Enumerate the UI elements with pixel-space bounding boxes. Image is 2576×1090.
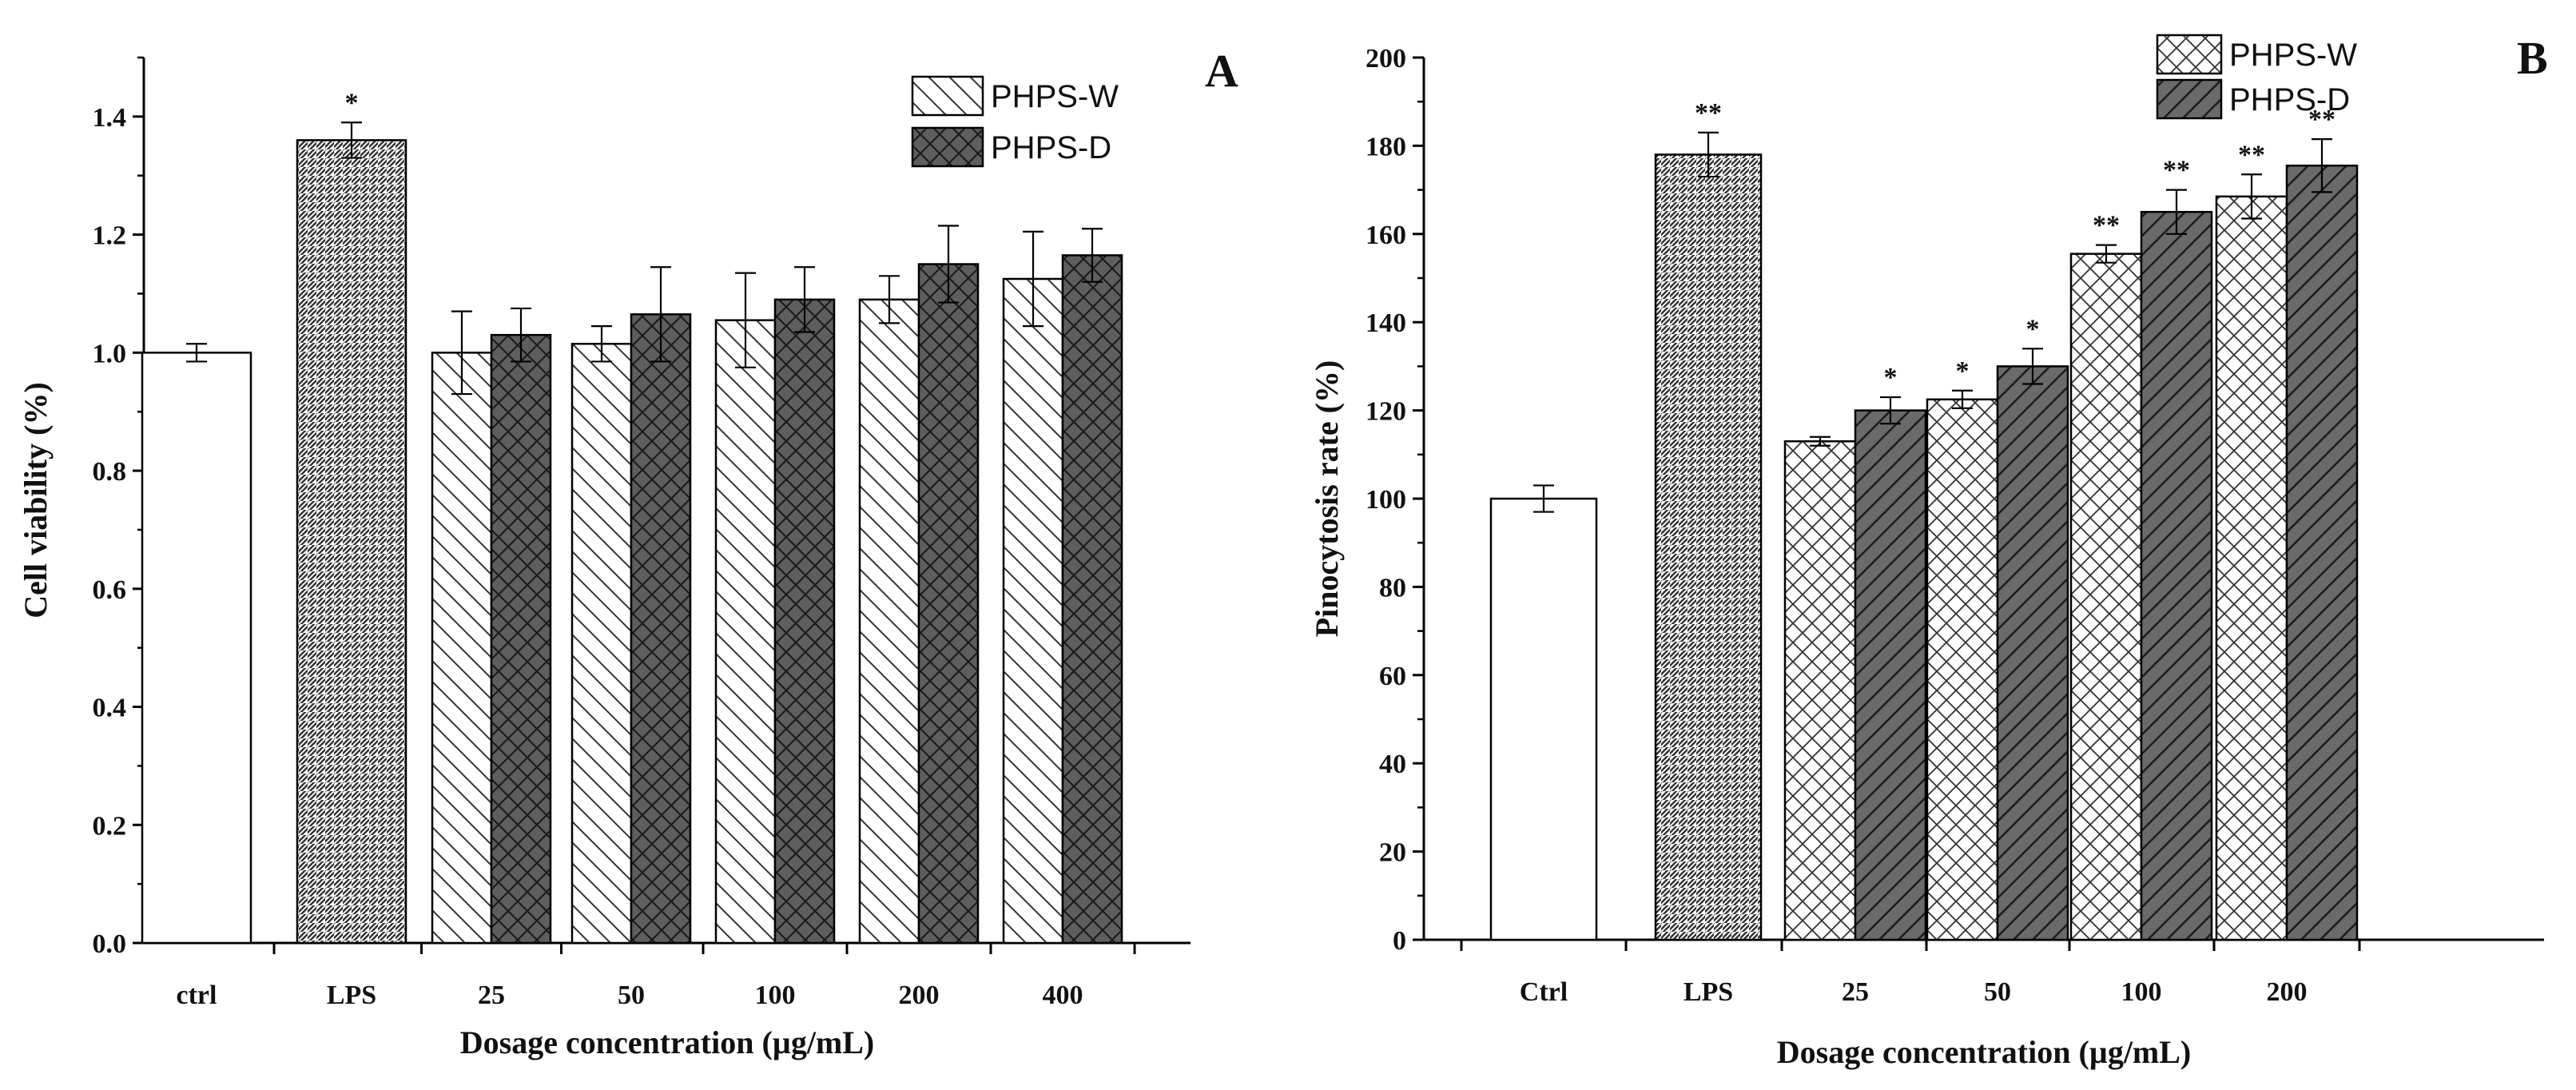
bar-phps-d-25 <box>1854 409 1927 941</box>
significance-label: * <box>1884 363 1898 392</box>
bar-ctrl-ctrl <box>1489 497 1598 941</box>
x-tick-label: 50 <box>618 981 645 1010</box>
bar-phps-w-100 <box>714 319 777 945</box>
y-tick-label: 1.2 <box>93 221 127 251</box>
legend-swatch-phps-w <box>2156 34 2223 75</box>
bar-phps-w-200 <box>858 298 920 945</box>
legend-label: PHPS-W <box>2229 38 2357 73</box>
bar-phps-d-200 <box>2285 164 2359 941</box>
panel-letter: B <box>2517 32 2548 84</box>
bar-lps-lps <box>1654 153 1763 941</box>
legend-swatch-phps-d <box>2156 78 2223 120</box>
legend-label: PHPS-W <box>991 79 1119 114</box>
x-tick-label: ctrl <box>177 981 217 1010</box>
significance-label: * <box>1956 356 1970 386</box>
y-tick-label: 180 <box>1366 132 1406 161</box>
y-tick-label: 0 <box>1393 926 1406 956</box>
chart-panel-a: 0.0 0.2 0.4 0.6 0.8 1.0 1.2 1.4 ctrl LPS 25 50 100 20… <box>18 45 1238 1060</box>
bar-phps-d-50 <box>630 313 692 945</box>
y-tick-label: 80 <box>1379 573 1406 603</box>
x-tick-label: 100 <box>2121 977 2162 1007</box>
x-tick-label: 50 <box>1984 977 2011 1007</box>
bar-phps-d-100 <box>773 298 836 945</box>
y-axis-title: Cell viability (%) <box>18 382 54 619</box>
bar-phps-d-400 <box>1061 254 1123 945</box>
legend-swatch-phps-w <box>911 75 984 117</box>
bar-phps-d-200 <box>917 263 980 945</box>
bar-phps-w-400 <box>1002 277 1064 945</box>
x-tick-label: LPS <box>1684 977 1733 1007</box>
y-axis-title: Pinocytosis rate (%) <box>1309 360 1345 638</box>
bar-lps-lps <box>296 139 407 945</box>
bar-phps-w-100 <box>2069 253 2143 941</box>
x-tick-label: LPS <box>327 981 376 1010</box>
legend-swatch-phps-d <box>911 126 984 168</box>
bar-phps-w-25 <box>1783 440 1857 941</box>
chart-panel-b: 0 20 40 60 80 100 120 140 160 180 200 Ctrl LPS 25 50 10… <box>1309 32 2548 1070</box>
bar-phps-w-50 <box>1926 398 1999 941</box>
x-tick-label: 400 <box>1043 981 1083 1010</box>
x-tick-label: 200 <box>2267 977 2308 1007</box>
y-tick-label: 60 <box>1379 662 1406 691</box>
significance-label: * <box>2026 314 2040 344</box>
legend-label: PHPS-D <box>991 130 1111 165</box>
x-tick-label: 25 <box>1842 977 1869 1007</box>
y-tick-label: 0.6 <box>93 575 127 605</box>
bar-phps-w-25 <box>431 352 493 945</box>
y-tick-label: 0.2 <box>93 811 127 841</box>
y-tick-label: 1.0 <box>93 339 127 368</box>
y-tick-label: 0.0 <box>93 929 127 959</box>
y-tick-label: 20 <box>1379 838 1406 868</box>
significance-label: ** <box>2308 105 2335 134</box>
significance-label: * <box>345 88 359 117</box>
bar-phps-d-50 <box>1996 365 2069 941</box>
legend: PHPS-W PHPS-D <box>2156 34 2357 120</box>
bar-phps-w-200 <box>2215 195 2288 941</box>
legend: PHPS-W PHPS-D <box>911 75 1119 168</box>
x-tick-label: 25 <box>478 981 505 1010</box>
bar-ctrl-ctrl <box>141 352 252 945</box>
x-tick-label: 100 <box>755 981 796 1010</box>
y-tick-label: 120 <box>1366 397 1406 427</box>
x-tick-label: 200 <box>899 981 940 1010</box>
y-tick-label: 200 <box>1366 44 1406 74</box>
y-tick-label: 1.4 <box>93 103 127 133</box>
y-tick-label: 100 <box>1366 485 1406 515</box>
x-axis-title: Dosage concentration (µg/mL) <box>460 1024 875 1060</box>
y-tick-label: 160 <box>1366 221 1406 250</box>
y-tick-label: 0.8 <box>93 457 127 487</box>
y-tick-label: 140 <box>1366 308 1406 338</box>
significance-label: ** <box>2238 140 2265 169</box>
significance-label: ** <box>2163 156 2190 185</box>
bar-phps-d-25 <box>490 333 552 945</box>
x-tick-label: Ctrl <box>1520 977 1568 1007</box>
y-tick-label: 0.4 <box>93 694 127 723</box>
legend-label: PHPS-D <box>2229 82 2350 117</box>
y-tick-label: 40 <box>1379 750 1406 779</box>
bar-phps-d-100 <box>2140 210 2213 941</box>
significance-label: ** <box>2093 211 2120 241</box>
significance-label: ** <box>1695 98 1722 128</box>
panel-letter: A <box>1205 45 1238 97</box>
x-axis-title: Dosage concentration (µg/mL) <box>1777 1034 2192 1070</box>
bar-phps-w-50 <box>570 343 633 945</box>
